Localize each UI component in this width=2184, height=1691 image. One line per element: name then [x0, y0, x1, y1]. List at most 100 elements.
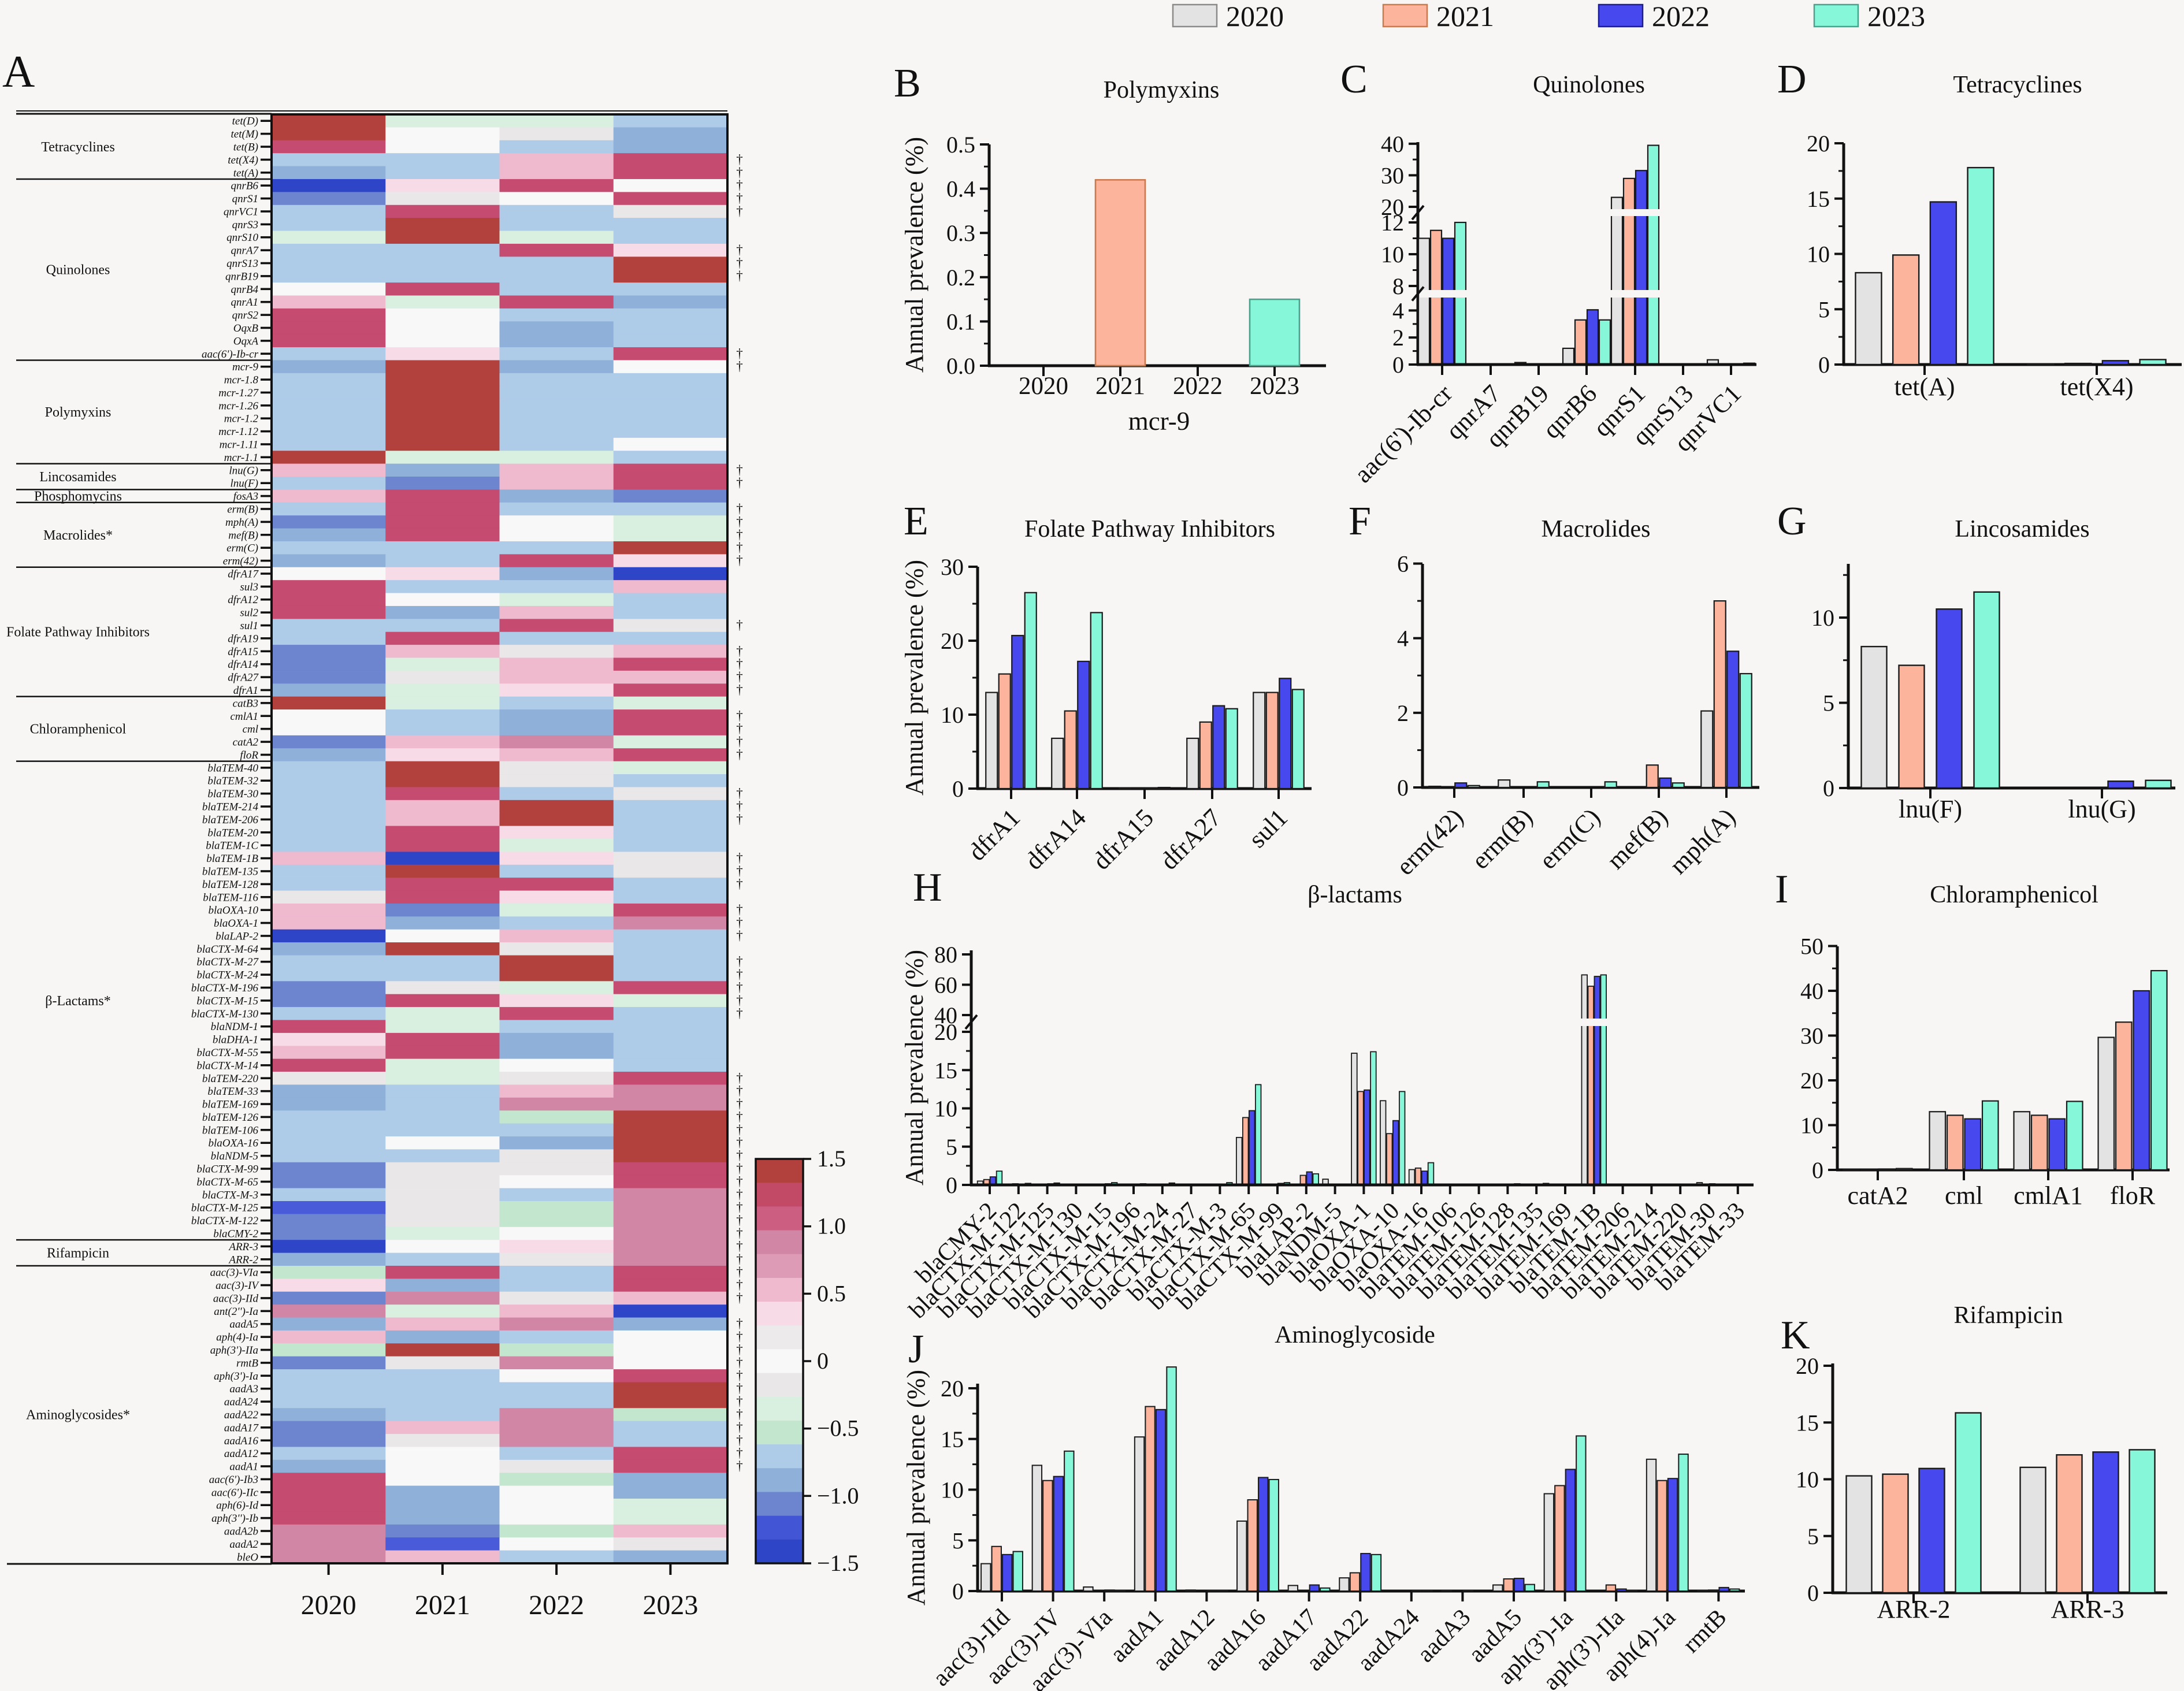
svg-text:sul3: sul3: [240, 581, 258, 593]
svg-text:ARR-3: ARR-3: [228, 1241, 258, 1253]
svg-text:Folate Pathway Inhibitors: Folate Pathway Inhibitors: [6, 625, 150, 640]
svg-text:lnu(F): lnu(F): [230, 478, 258, 490]
svg-text:†: †: [736, 1459, 743, 1473]
svg-text:†: †: [736, 1252, 743, 1266]
svg-text:†: †: [736, 269, 743, 283]
svg-text:†: †: [736, 954, 743, 969]
svg-text:mph(A): mph(A): [225, 516, 258, 529]
svg-text:Quinolones: Quinolones: [1533, 72, 1645, 98]
svg-text:aadA22: aadA22: [224, 1409, 259, 1421]
svg-text:aac(6')-Ib-cr: aac(6')-Ib-cr: [202, 348, 259, 361]
svg-text:†: †: [736, 786, 743, 801]
svg-text:2022: 2022: [1652, 0, 1710, 32]
svg-text:OqxA: OqxA: [233, 335, 259, 347]
svg-text:OqxB: OqxB: [233, 322, 259, 335]
svg-text:−0.5: −0.5: [817, 1415, 859, 1441]
svg-text:0: 0: [1397, 775, 1409, 801]
svg-text:−1.0: −1.0: [817, 1482, 859, 1508]
svg-text:5: 5: [1807, 1523, 1819, 1549]
svg-text:cmlA1: cmlA1: [2014, 1181, 2083, 1210]
svg-text:blaCTX-M-14: blaCTX-M-14: [196, 1060, 258, 1072]
svg-text:1.5: 1.5: [817, 1146, 846, 1172]
svg-text:5: 5: [952, 1528, 964, 1554]
svg-text:blaTEM-40: blaTEM-40: [207, 762, 258, 774]
svg-text:dfrA17: dfrA17: [228, 568, 259, 580]
svg-text:ARR-3: ARR-3: [2051, 1595, 2124, 1623]
svg-text:Macrolides: Macrolides: [1542, 516, 1651, 542]
svg-text:15: 15: [1807, 186, 1830, 212]
svg-text:2023: 2023: [1250, 373, 1299, 400]
svg-text:†: †: [736, 993, 743, 1008]
svg-text:†: †: [736, 1368, 743, 1382]
svg-text:blaCTX-M-130: blaCTX-M-130: [191, 1008, 259, 1020]
svg-text:†: †: [736, 708, 743, 723]
svg-text:Lincosamides: Lincosamides: [1955, 516, 2089, 542]
svg-text:qnrB4: qnrB4: [231, 284, 259, 296]
svg-text:mcr-1.11: mcr-1.11: [220, 439, 258, 451]
svg-text:0.4: 0.4: [946, 176, 975, 202]
svg-text:0.5: 0.5: [946, 132, 975, 158]
svg-text:blaCTX-M-27: blaCTX-M-27: [196, 956, 259, 968]
svg-text:†: †: [736, 902, 743, 917]
svg-text:†: †: [736, 165, 743, 180]
svg-text:blaCMY-2: blaCMY-2: [213, 1228, 258, 1240]
svg-text:10: 10: [934, 1096, 957, 1122]
svg-text:Annual prevalence (%): Annual prevalence (%): [900, 950, 928, 1185]
svg-text:erm(B): erm(B): [227, 503, 258, 515]
svg-text:10: 10: [941, 702, 964, 728]
svg-text:aadA12: aadA12: [224, 1448, 259, 1460]
svg-text:ARR-2: ARR-2: [228, 1254, 258, 1266]
svg-text:†: †: [736, 747, 743, 761]
svg-text:aadA16: aadA16: [224, 1435, 259, 1447]
svg-text:Folate Pathway Inhibitors: Folate Pathway Inhibitors: [1024, 516, 1275, 542]
svg-text:†: †: [736, 191, 743, 206]
svg-text:80: 80: [934, 942, 957, 968]
svg-text:aph(4)-Ia: aph(4)-Ia: [216, 1332, 258, 1344]
svg-text:catA2: catA2: [1847, 1181, 1908, 1210]
svg-text:2023: 2023: [642, 1590, 698, 1621]
svg-text:C: C: [1340, 57, 1368, 102]
svg-text:aph(3')-IIa: aph(3')-IIa: [210, 1344, 258, 1356]
svg-text:qnrVC1: qnrVC1: [224, 206, 258, 218]
svg-text:aadA1: aadA1: [229, 1461, 258, 1473]
svg-text:2021: 2021: [1436, 0, 1494, 32]
svg-text:†: †: [736, 644, 743, 658]
svg-text:†: †: [736, 799, 743, 813]
svg-text:cml: cml: [1945, 1181, 1983, 1210]
svg-text:qnrS13: qnrS13: [226, 258, 258, 270]
svg-text:20: 20: [1800, 1068, 1823, 1094]
svg-text:blaCTX-M-99: blaCTX-M-99: [196, 1164, 258, 1176]
svg-text:†: †: [736, 346, 743, 361]
svg-text:sul1: sul1: [240, 620, 258, 632]
svg-text:0.3: 0.3: [946, 220, 975, 246]
svg-text:2023: 2023: [1867, 0, 1925, 32]
svg-text:10: 10: [1381, 241, 1404, 267]
svg-text:6: 6: [1397, 551, 1409, 577]
svg-text:†: †: [736, 204, 743, 218]
svg-text:†: †: [736, 359, 743, 374]
svg-text:aph(3'')-Ib: aph(3'')-Ib: [211, 1512, 258, 1525]
svg-text:β-lactams: β-lactams: [1308, 882, 1402, 908]
svg-text:†: †: [736, 178, 743, 192]
svg-text:†: †: [736, 1420, 743, 1434]
svg-text:40: 40: [1381, 131, 1404, 157]
svg-text:†: †: [736, 670, 743, 684]
svg-text:blaTEM-30: blaTEM-30: [207, 788, 258, 800]
svg-text:blaDHA-1: blaDHA-1: [213, 1034, 258, 1046]
svg-text:5: 5: [946, 1134, 957, 1160]
svg-text:†: †: [736, 1187, 743, 1202]
svg-text:blaTEM-169: blaTEM-169: [202, 1099, 259, 1111]
svg-text:aph(6)-Id: aph(6)-Id: [216, 1500, 258, 1512]
svg-text:Polymyxins: Polymyxins: [45, 405, 112, 420]
svg-text:tet(D): tet(D): [232, 116, 258, 128]
svg-text:0: 0: [1818, 352, 1830, 378]
svg-text:†: †: [736, 916, 743, 930]
svg-text:G: G: [1777, 499, 1807, 544]
svg-text:†: †: [736, 256, 743, 270]
svg-text:2020: 2020: [1019, 373, 1068, 400]
svg-text:Phosphomycins: Phosphomycins: [34, 489, 122, 504]
svg-text:20: 20: [1381, 194, 1404, 220]
svg-text:†: †: [736, 1213, 743, 1228]
svg-text:8: 8: [1392, 273, 1404, 299]
svg-text:Tetracyclines: Tetracyclines: [1953, 72, 2082, 98]
